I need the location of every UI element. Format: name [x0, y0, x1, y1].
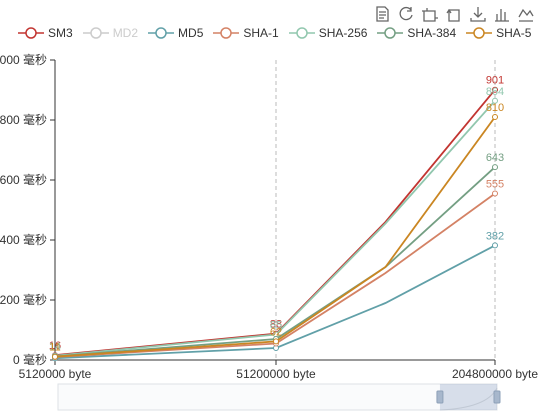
x-axis: 5120000 byte 51200000 byte 204800000 byte [19, 359, 538, 381]
legend-label: SHA-256 [318, 26, 368, 40]
legend-line-circle-icon [466, 27, 493, 39]
y-tick-label: 400 毫秒 [0, 232, 47, 247]
data-label: 864 [486, 86, 504, 98]
x-tick-label: 204800000 byte [452, 367, 538, 381]
series-sha-5: 11 62 810 [49, 102, 504, 360]
x-tick-label: 5120000 byte [19, 367, 92, 381]
x-tick-label: 51200000 byte [236, 367, 316, 381]
series-line [54, 116, 496, 358]
legend-item-sha-1[interactable]: SHA-1 [213, 26, 279, 40]
data-point[interactable] [273, 338, 279, 345]
legend-item-sm3[interactable]: SM3 [18, 26, 73, 40]
data-label: 62 [270, 326, 282, 338]
zoom-reset-icon[interactable] [445, 5, 463, 23]
legend-line-circle-icon [377, 27, 404, 39]
legend-line-circle-icon [213, 27, 240, 39]
legend-label: MD2 [112, 26, 139, 40]
series-md5: 382 [52, 230, 504, 362]
zoom-select-icon[interactable] [421, 5, 439, 23]
series-sm3: 16 88 901 [49, 75, 504, 359]
download-icon[interactable] [469, 5, 487, 23]
data-point[interactable] [492, 242, 498, 249]
zoom-window [439, 384, 497, 410]
legend-item-sha-384[interactable]: SHA-384 [377, 26, 456, 40]
y-tick-label: 600 毫秒 [0, 172, 47, 187]
legend-line-circle-icon [148, 27, 175, 39]
data-label: 88 [270, 319, 282, 331]
series-line [54, 192, 496, 358]
data-point[interactable] [492, 190, 498, 197]
data-label: 16 [49, 340, 61, 352]
legend-item-md2[interactable]: MD2 [82, 26, 139, 40]
data-label: 11 [49, 342, 60, 354]
text-view-icon[interactable] [373, 5, 391, 23]
legend-line-circle-icon [18, 27, 44, 39]
series-line [54, 89, 496, 357]
legend-label: SHA-384 [407, 26, 457, 40]
legend-line-circle-icon [288, 27, 315, 39]
series-line [54, 244, 496, 360]
data-label: 555 [486, 179, 504, 191]
legend-label: SM3 [48, 26, 73, 40]
line-chart-icon[interactable] [517, 5, 535, 23]
legend-item-sha-5[interactable]: SHA-5 [466, 26, 531, 40]
data-point[interactable] [492, 114, 498, 120]
data-label: 643 [486, 152, 504, 164]
data-point[interactable] [52, 353, 58, 360]
y-tick-label: 800 毫秒 [0, 112, 47, 127]
data-label: 14 [49, 341, 61, 353]
series-sha-256: 14 85 864 [49, 86, 504, 359]
zoom-handle-right[interactable] [493, 390, 501, 404]
legend-item-sha-256[interactable]: SHA-256 [288, 26, 368, 40]
legend-label: MD5 [178, 26, 204, 40]
data-label: 901 [486, 75, 504, 87]
series-line [54, 100, 496, 357]
grid-lines [275, 60, 496, 360]
data-point[interactable] [492, 86, 498, 93]
y-tick-label: 200 毫秒 [0, 292, 47, 307]
zoom-handle-left[interactable] [436, 390, 444, 404]
y-tick-label: 1000 毫秒 [0, 52, 47, 67]
series-line [54, 166, 496, 358]
legend-item-md5[interactable]: MD5 [148, 26, 203, 40]
legend-line-circle-icon [82, 27, 109, 39]
data-label: 382 [486, 230, 504, 242]
y-axis: 0 毫秒 200 毫秒 400 毫秒 600 毫秒 800 毫秒 1000 毫秒 [0, 52, 56, 367]
data-point[interactable] [492, 164, 498, 171]
legend-label: SHA-5 [496, 26, 532, 40]
bar-chart-icon[interactable] [493, 5, 511, 23]
chart-legend: SM3 MD2 MD5 SHA-1 SHA-256 SHA-384 SHA-5 [18, 26, 541, 40]
data-point[interactable] [492, 97, 498, 104]
data-zoom-slider[interactable] [57, 383, 501, 411]
chart-toolbar [373, 5, 535, 23]
data-label: 810 [486, 102, 504, 114]
y-tick-label: 0 毫秒 [13, 352, 47, 367]
data-label: 85 [270, 320, 282, 332]
legend-label: SHA-1 [243, 26, 279, 40]
refresh-icon[interactable] [397, 5, 415, 23]
